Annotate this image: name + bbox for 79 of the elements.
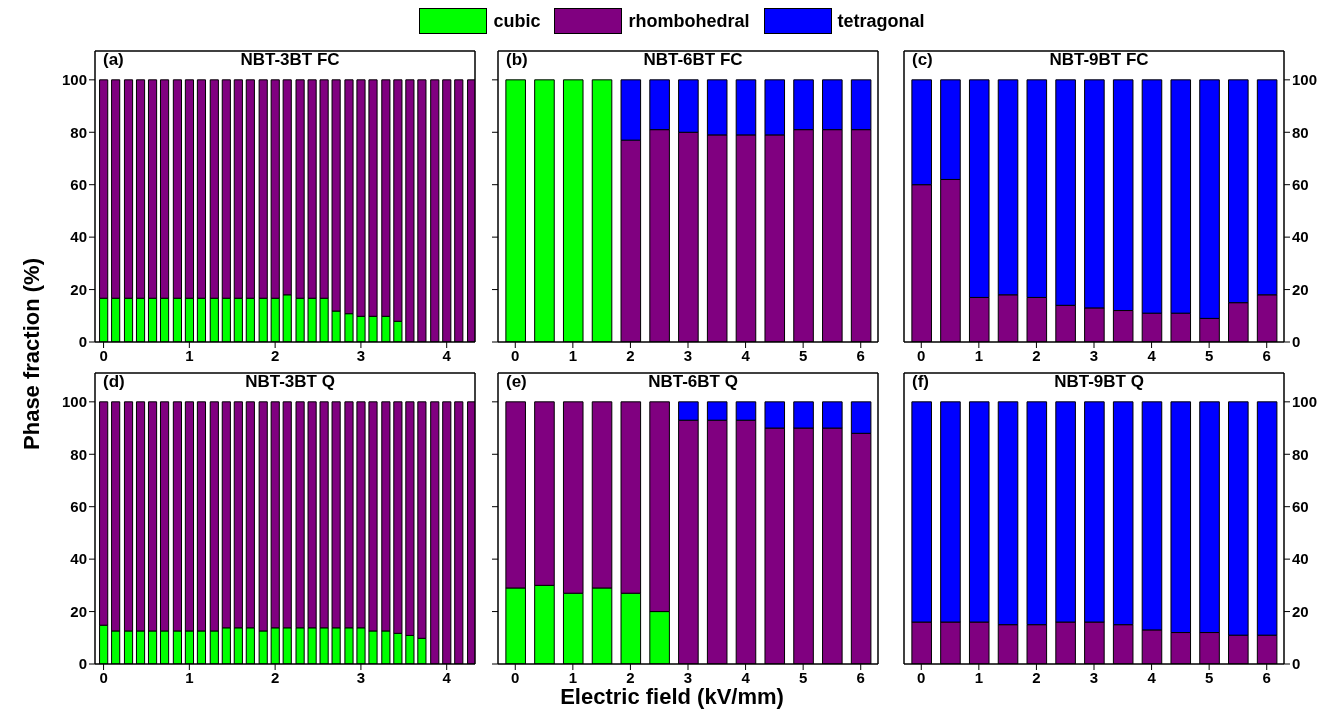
x-tick-label: 2 bbox=[626, 346, 635, 364]
legend-label: tetragonal bbox=[836, 9, 925, 33]
y2-tick-label: 100 bbox=[1292, 393, 1318, 411]
x-tick-label: 1 bbox=[185, 346, 194, 364]
legend-label: rhombohedral bbox=[627, 9, 750, 33]
y-tick-label: 60 bbox=[70, 498, 87, 516]
x-tick-label: 1 bbox=[974, 668, 984, 686]
x-tick-label: 0 bbox=[511, 346, 520, 364]
x-tick-label: 4 bbox=[442, 668, 452, 686]
annotation: (a) bbox=[103, 50, 124, 70]
x-tick-label: 3 bbox=[356, 346, 366, 364]
chart-title: NBT-9BT FC bbox=[1049, 50, 1149, 69]
x-tick-label: 0 bbox=[99, 346, 108, 364]
x-tick-label: 5 bbox=[798, 346, 808, 364]
y-tick-label: 20 bbox=[70, 280, 87, 298]
y-tick-label: 100 bbox=[61, 71, 87, 89]
y-tick-label: 80 bbox=[70, 123, 87, 141]
x-tick-label: 4 bbox=[1147, 346, 1157, 364]
x-tick-label: 3 bbox=[1089, 346, 1099, 364]
y2-tick-label: 20 bbox=[1292, 280, 1309, 298]
legend-label: cubic bbox=[492, 9, 541, 33]
y-axis-title: Phase fraction (%) bbox=[19, 258, 45, 450]
annotation: (b) bbox=[506, 50, 528, 70]
y-tick-label: 20 bbox=[70, 602, 87, 620]
x-tick-label: 2 bbox=[1032, 346, 1041, 364]
x-tick-label: 2 bbox=[270, 668, 280, 686]
chart-title: NBT-3BT Q bbox=[245, 372, 335, 391]
x-tick-label: 2 bbox=[270, 346, 280, 364]
annotation: (d) bbox=[103, 372, 125, 392]
y2-tick-label: 80 bbox=[1292, 123, 1309, 141]
x-tick-label: 0 bbox=[917, 346, 926, 364]
x-tick-label: 5 bbox=[1204, 346, 1214, 364]
x-tick-label: 3 bbox=[683, 346, 693, 364]
y2-tick-label: 0 bbox=[1292, 655, 1301, 673]
x-tick-label: 1 bbox=[568, 668, 578, 686]
x-tick-label: 0 bbox=[99, 668, 108, 686]
y2-tick-label: 60 bbox=[1292, 176, 1309, 194]
y-tick-label: 0 bbox=[78, 333, 87, 351]
x-tick-label: 6 bbox=[1262, 668, 1271, 686]
annotation: (c) bbox=[912, 50, 933, 70]
chart-title: NBT-3BT FC bbox=[240, 50, 340, 69]
x-tick-label: 6 bbox=[856, 668, 865, 686]
x-axis-title: Electric field (kV/mm) bbox=[559, 684, 785, 710]
y-tick-label: 80 bbox=[70, 445, 87, 463]
y2-tick-label: 0 bbox=[1292, 333, 1301, 351]
x-tick-label: 1 bbox=[974, 346, 984, 364]
annotation: (e) bbox=[506, 372, 527, 392]
y-tick-label: 40 bbox=[70, 550, 87, 568]
chart-title: NBT-6BT Q bbox=[648, 372, 738, 391]
chart-title: NBT-6BT FC bbox=[643, 50, 743, 69]
x-tick-label: 2 bbox=[1032, 668, 1041, 686]
x-tick-label: 0 bbox=[917, 668, 926, 686]
chart-title: NBT-9BT Q bbox=[1054, 372, 1144, 391]
x-tick-label: 0 bbox=[511, 668, 520, 686]
annotation: (f) bbox=[912, 372, 929, 392]
y2-tick-label: 60 bbox=[1292, 498, 1309, 516]
y2-tick-label: 40 bbox=[1292, 228, 1309, 246]
x-tick-label: 5 bbox=[798, 668, 808, 686]
y2-tick-label: 100 bbox=[1292, 71, 1318, 89]
x-tick-label: 4 bbox=[741, 668, 751, 686]
x-tick-label: 3 bbox=[683, 668, 693, 686]
x-tick-label: 1 bbox=[185, 668, 194, 686]
y2-tick-label: 80 bbox=[1292, 445, 1309, 463]
x-tick-label: 4 bbox=[442, 346, 452, 364]
y-tick-label: 40 bbox=[70, 228, 87, 246]
x-tick-label: 2 bbox=[626, 668, 635, 686]
x-tick-label: 3 bbox=[1089, 668, 1099, 686]
x-tick-label: 6 bbox=[1262, 346, 1271, 364]
x-tick-label: 4 bbox=[741, 346, 751, 364]
x-tick-label: 1 bbox=[568, 346, 578, 364]
x-tick-label: 5 bbox=[1204, 668, 1214, 686]
y-tick-label: 0 bbox=[78, 655, 87, 673]
x-tick-label: 4 bbox=[1147, 668, 1157, 686]
x-tick-label: 6 bbox=[856, 346, 865, 364]
x-tick-label: 3 bbox=[356, 668, 366, 686]
y-tick-label: 100 bbox=[61, 393, 87, 411]
y-tick-label: 60 bbox=[70, 176, 87, 194]
y2-tick-label: 20 bbox=[1292, 602, 1309, 620]
y2-tick-label: 40 bbox=[1292, 550, 1309, 568]
